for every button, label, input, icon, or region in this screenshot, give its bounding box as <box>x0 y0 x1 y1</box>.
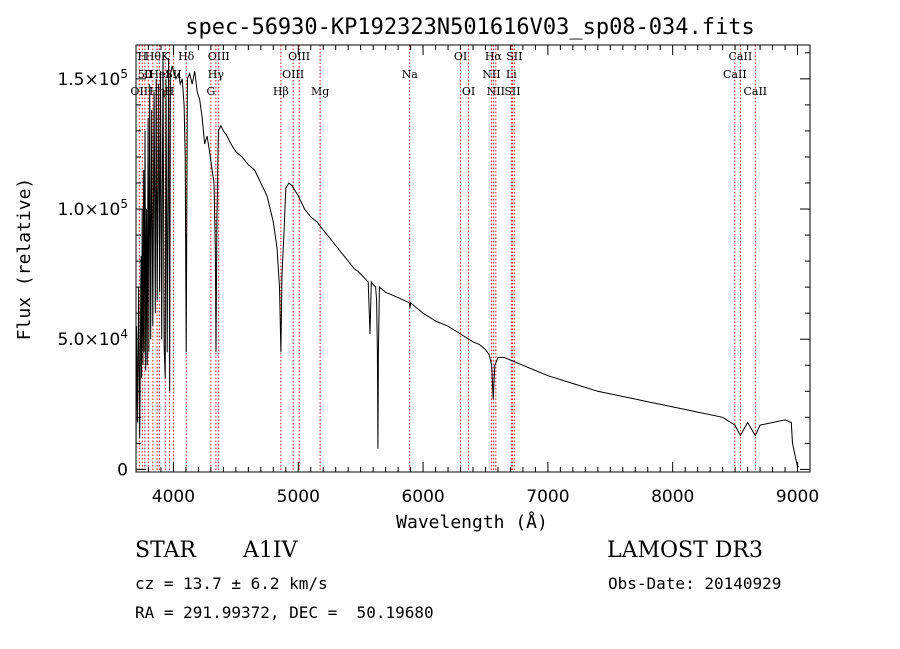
line-marker-label: SII <box>506 50 522 63</box>
line-marker-label: Hα <box>485 50 503 63</box>
x-tick-label: 7000 <box>526 487 569 507</box>
x-tick-label: 5000 <box>277 487 320 507</box>
line-marker-label: SII <box>165 68 181 81</box>
line-marker-label: NII <box>487 85 505 98</box>
line-marker-label: HeI <box>149 68 169 81</box>
y-tick-mantissa: 1.5×10 <box>57 70 120 90</box>
line-marker-label: CaII <box>743 85 767 98</box>
line-marker-label: Na <box>402 68 419 81</box>
line-marker-label: Li <box>506 68 517 81</box>
obs-date: Obs-Date: 20140929 <box>608 574 782 593</box>
line-marker-label: Hθ <box>145 50 162 63</box>
line-marker-label: OII <box>130 85 148 98</box>
x-tick-label: 4000 <box>152 487 195 507</box>
line-marker-label: OIII <box>208 50 230 63</box>
emission-line-markers <box>138 45 756 472</box>
flux-line <box>135 52 799 468</box>
plot-frame <box>135 44 811 473</box>
x-axis-label: Wavelength (Å) <box>396 511 548 533</box>
line-marker-label: G <box>206 85 215 98</box>
line-marker-label: OI <box>454 50 467 63</box>
chart-title: spec-56930-KP192323N501616V03_sp08-034.f… <box>185 15 755 40</box>
line-marker-label: H <box>137 50 147 63</box>
object-subclass: A1IV <box>243 538 298 563</box>
y-tick-exponent: 5 <box>120 67 128 81</box>
object-class: STAR <box>135 538 196 563</box>
y-axis-label: Flux (relative) <box>14 178 35 341</box>
x-axis: 4000 5000 6000 7000 8000 9000 <box>135 45 819 507</box>
line-marker-label: II <box>144 68 153 81</box>
line-marker-label: Hγ <box>208 68 225 81</box>
x-tick-label: 9000 <box>776 487 819 507</box>
line-marker-label: Hβ <box>273 85 289 98</box>
line-marker-label: NII <box>482 68 500 81</box>
x-tick-label: 8000 <box>651 487 694 507</box>
line-marker-label: OIII <box>282 68 304 81</box>
coordinates: RA = 291.99372, DEC = 50.19680 <box>135 603 434 622</box>
line-marker-label: Hδ <box>178 50 195 63</box>
line-marker-label: SII <box>504 85 520 98</box>
line-marker-label: OIII <box>288 50 310 63</box>
y-tick-mantissa: 1.0×10 <box>57 200 120 220</box>
line-marker-label: K <box>161 50 170 63</box>
y-tick-mantissa: 0 <box>117 460 128 480</box>
line-marker-label: CaII <box>723 68 747 81</box>
line-marker-label: H <box>165 85 175 98</box>
y-tick-label: 5.0×104 <box>57 327 128 350</box>
line-marker-label: 50 <box>138 68 152 81</box>
y-tick-exponent: 4 <box>120 327 128 341</box>
line-marker-label: Hη <box>149 85 165 98</box>
y-tick-label: 0 <box>117 460 128 480</box>
x-tick-label: 6000 <box>401 487 444 507</box>
survey-name: LAMOST DR3 <box>607 538 763 563</box>
y-tick-label: 1.5×105 <box>57 67 128 90</box>
line-marker-label: Mg <box>311 85 329 98</box>
y-tick-label: 1.0×105 <box>57 197 128 220</box>
y-tick-exponent: 5 <box>120 197 128 211</box>
redshift-cz: cz = 13.7 ± 6.2 km/s <box>135 574 328 593</box>
line-marker-label: CaII <box>729 50 753 63</box>
line-marker-label: OI <box>462 85 475 98</box>
y-tick-mantissa: 5.0×10 <box>57 330 120 350</box>
